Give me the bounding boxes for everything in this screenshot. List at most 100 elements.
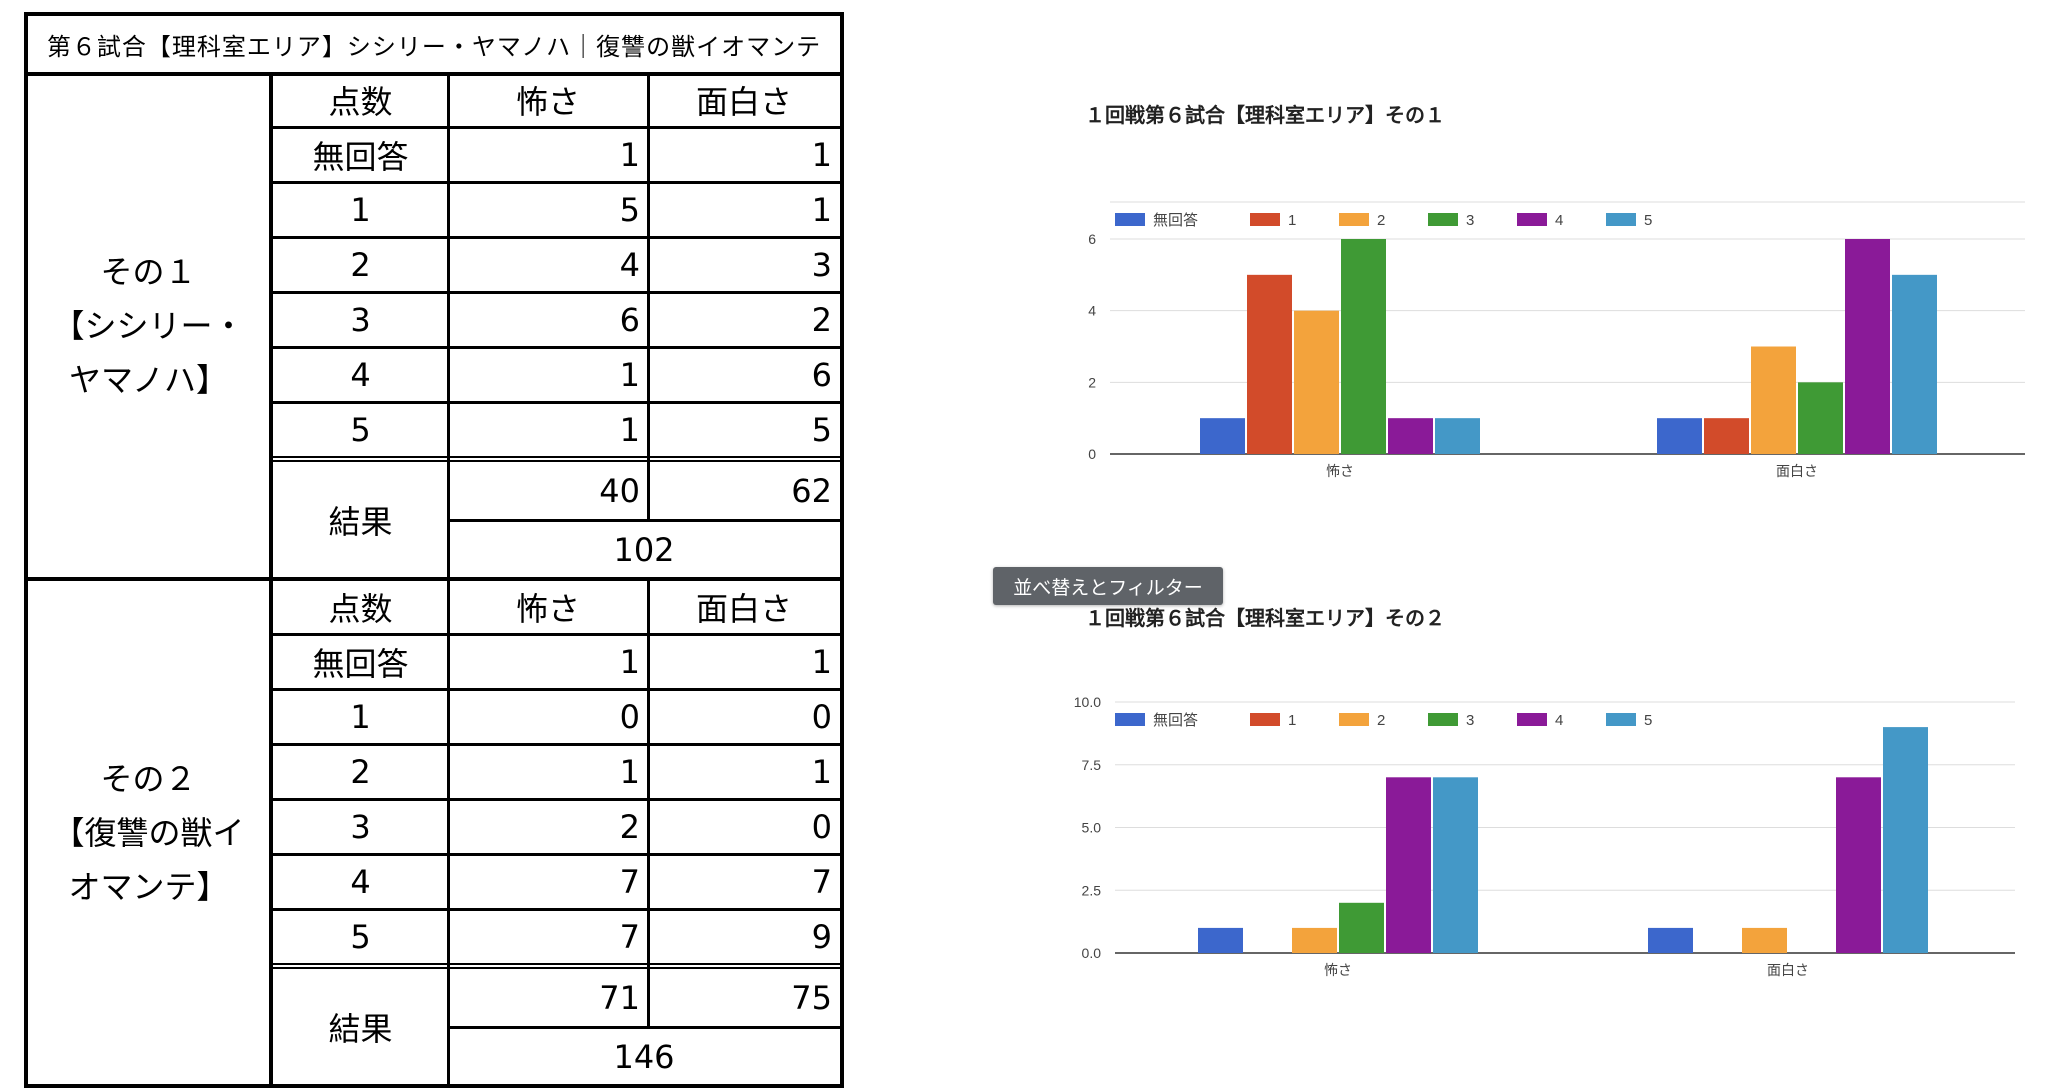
grid-line — [647, 579, 650, 1027]
fun-count: 1 — [811, 642, 832, 681]
bar-1-4 — [1845, 239, 1890, 454]
bar-0-2 — [1294, 310, 1339, 454]
fear-count: 1 — [619, 410, 640, 449]
grid-line — [273, 688, 840, 691]
row-score-label: 1 — [350, 697, 371, 736]
bar-1-0 — [1648, 927, 1693, 953]
legend-label: 3 — [1466, 212, 1474, 229]
category-label: 面白さ — [1776, 463, 1818, 479]
bar-1-1 — [1704, 418, 1749, 454]
grid-line — [273, 963, 840, 965]
bar-1-5 — [1883, 727, 1928, 953]
legend-swatch — [1115, 213, 1145, 226]
y-tick-label: 6 — [1088, 231, 1096, 247]
chart-title: １回戦第６試合【理科室エリア】その１ — [1085, 103, 1445, 127]
grid-line — [273, 743, 840, 746]
bar-1-3 — [1798, 382, 1843, 454]
sort-filter-tooltip: 並べ替えとフィルター — [993, 567, 1223, 605]
grid-line — [273, 456, 840, 458]
table-title: 第６試合【理科室エリア】シシリー・ヤマノハ｜復讐の獣イオマンテ — [28, 16, 840, 76]
fear-count: 7 — [619, 917, 640, 956]
category-label: 面白さ — [1767, 962, 1809, 978]
legend-label: 無回答 — [1153, 212, 1198, 229]
result-label: 結果 — [328, 1010, 393, 1048]
fun-count: 2 — [811, 300, 832, 339]
fear-count: 1 — [619, 642, 640, 681]
grid-line — [273, 853, 840, 856]
legend-swatch — [1428, 713, 1458, 726]
fun-count: 1 — [811, 190, 832, 229]
grid-line — [273, 346, 840, 349]
grid-line — [273, 401, 840, 404]
row-score-label: 3 — [350, 300, 371, 339]
fear-count: 2 — [619, 807, 640, 846]
result-fear: 40 — [599, 471, 640, 510]
result-fun: 62 — [791, 471, 832, 510]
grid-line — [273, 126, 840, 129]
legend-swatch — [1428, 213, 1458, 226]
fear-count: 1 — [619, 752, 640, 791]
header-fear: 怖さ — [515, 589, 580, 628]
legend-label: 5 — [1644, 212, 1652, 229]
bar-chart-1: １回戦第６試合【理科室エリア】その１ 0 2 4 6 怖さ 面白さ 無回答 1 2 3 4 5 — [1085, 103, 2025, 479]
fear-count: 4 — [619, 245, 640, 284]
legend-swatch — [1250, 713, 1280, 726]
bar-0-5 — [1433, 777, 1478, 953]
bar-0-3 — [1341, 239, 1386, 454]
fun-count: 6 — [811, 355, 832, 394]
bar-0-5 — [1435, 418, 1480, 454]
fun-count: 0 — [811, 697, 832, 736]
fear-count: 1 — [619, 135, 640, 174]
grid-line — [273, 633, 840, 636]
bar-chart-2: １回戦第６試合【理科室エリア】その２ 0.0 2.5 5.0 7.5 10.0 怖さ 面白さ 無… — [1074, 606, 2015, 978]
row-score-label: 2 — [350, 245, 371, 284]
row-score-label: 1 — [350, 190, 371, 229]
legend-label: 4 — [1555, 712, 1563, 729]
grid-line — [447, 579, 450, 1086]
grid-line — [273, 460, 840, 462]
score-table: 第６試合【理科室エリア】シシリー・ヤマノハ｜復讐の獣イオマンテ その１ 【シシリ… — [24, 12, 844, 1088]
result-total: 146 — [613, 1037, 675, 1076]
fear-count: 7 — [619, 862, 640, 901]
legend-swatch — [1517, 213, 1547, 226]
bar-1-4 — [1836, 777, 1881, 953]
fun-count: 0 — [811, 807, 832, 846]
grid-line — [273, 967, 840, 969]
fear-count: 1 — [619, 355, 640, 394]
legend-label: 1 — [1288, 712, 1296, 729]
bar-0-4 — [1386, 777, 1431, 953]
y-tick-label: 0.0 — [1082, 945, 1102, 961]
legend-label: 2 — [1377, 712, 1385, 729]
fun-count: 9 — [811, 917, 832, 956]
legend-label: 2 — [1377, 212, 1385, 229]
legend-label: 無回答 — [1153, 712, 1198, 729]
row-score-label: 4 — [350, 355, 371, 394]
legend-label: 1 — [1288, 212, 1296, 229]
bar-1-2 — [1742, 927, 1787, 953]
header-fun: 面白さ — [695, 82, 792, 121]
header-fear: 怖さ — [515, 82, 580, 121]
legend-label: 4 — [1555, 212, 1563, 229]
row-score-label: 4 — [350, 862, 371, 901]
bar-0-4 — [1388, 418, 1433, 454]
legend-swatch — [1250, 213, 1280, 226]
y-tick-label: 2 — [1088, 374, 1096, 390]
grid-line — [647, 72, 650, 520]
bar-0-0 — [1198, 927, 1243, 953]
header-score: 点数 — [328, 589, 393, 628]
category-label: 怖さ — [1324, 962, 1352, 978]
grid-line — [448, 519, 840, 522]
y-tick-label: 2.5 — [1082, 882, 1102, 898]
grid-line — [273, 798, 840, 801]
category-label: 怖さ — [1326, 463, 1354, 479]
fear-count: 6 — [619, 300, 640, 339]
fear-count: 0 — [619, 697, 640, 736]
bar-0-3 — [1339, 902, 1384, 953]
y-tick-label: 10.0 — [1074, 694, 1101, 710]
grid-line — [273, 236, 840, 239]
grid-line — [273, 908, 840, 911]
legend-label: 5 — [1644, 712, 1652, 729]
legend-swatch — [1339, 213, 1369, 226]
bar-1-2 — [1751, 346, 1796, 454]
fun-count: 1 — [811, 135, 832, 174]
